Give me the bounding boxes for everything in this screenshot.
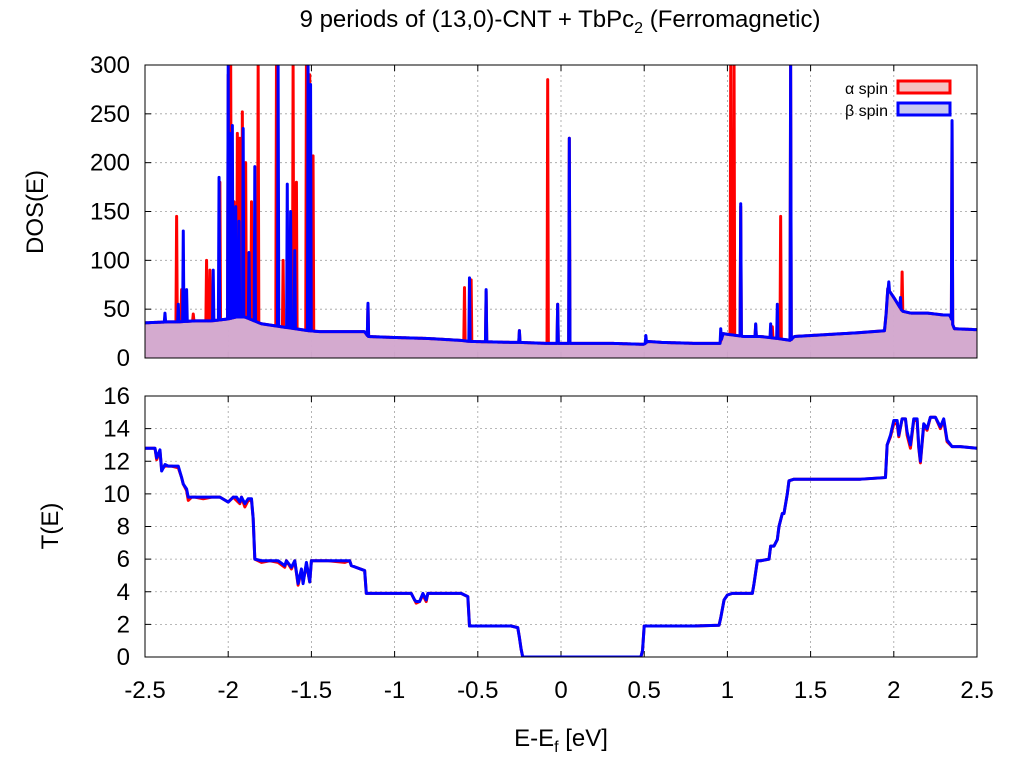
transmission-plot-frame <box>144 395 978 658</box>
transmission-line-beta <box>145 415 977 657</box>
chart-title-subscript: 2 <box>634 20 643 37</box>
y-tick-label: 50 <box>103 296 130 323</box>
y-tick-label: 8 <box>117 514 130 541</box>
y-tick-label: 6 <box>117 546 130 573</box>
x-axis-label-subscript: f <box>554 739 559 756</box>
y-tick-label: 12 <box>103 448 130 475</box>
x-tick-label: 1 <box>721 677 734 704</box>
y-tick-label: 0 <box>117 644 130 671</box>
dos-y-axis-label: DOS(E) <box>22 170 49 254</box>
y-tick-label: 250 <box>90 101 130 128</box>
legend-swatch-beta <box>896 101 952 117</box>
y-tick-label: 0 <box>117 345 130 372</box>
legend-label-beta: β spin <box>845 103 888 120</box>
x-tick-label: 2.5 <box>960 677 993 704</box>
transmission-y-axis-label: T(E) <box>37 503 64 550</box>
transmission-lines <box>145 415 977 657</box>
transmission-y-ticks: 0 2 4 6 8 10 12 14 16 <box>103 383 130 671</box>
x-tick-label: -2 <box>218 677 239 704</box>
x-axis-label: E-Ef [eV] <box>514 725 608 756</box>
legend-swatch-alpha <box>896 79 952 95</box>
transmission-grid <box>144 395 978 658</box>
chart-title-main: 9 periods of (13,0)-CNT + TbPc <box>300 6 635 33</box>
y-tick-label: 16 <box>103 383 130 410</box>
x-tick-label: -0.5 <box>457 677 498 704</box>
transmission-x-ticks: -2.5 -2 -1.5 -1 -0.5 0 0.5 1 1.5 2 2.5 <box>124 677 993 704</box>
y-tick-label: 10 <box>103 481 130 508</box>
x-tick-label: -1 <box>384 677 405 704</box>
chart-title: 9 periods of (13,0)-CNT + TbPc2 (Ferroma… <box>300 6 821 37</box>
y-tick-label: 2 <box>117 611 130 638</box>
y-tick-label: 300 <box>90 52 130 79</box>
x-axis-label-tail: [eV] <box>559 725 608 752</box>
chart-title-tail: (Ferromagnetic) <box>643 6 820 33</box>
dos-plot-frame <box>144 64 978 359</box>
dos-y-ticks: 0 50 100 150 200 250 300 <box>90 52 130 372</box>
x-tick-label: -2.5 <box>124 677 165 704</box>
legend-label-alpha: α spin <box>845 81 888 98</box>
dos-line-beta <box>145 65 977 346</box>
y-tick-label: 4 <box>117 579 130 606</box>
y-tick-label: 150 <box>90 199 130 226</box>
y-tick-label: 14 <box>103 416 130 443</box>
y-tick-label: 100 <box>90 247 130 274</box>
dos-panel: 0 50 100 150 200 250 300 DOS(E) α spin β spin <box>22 52 978 372</box>
x-tick-label: 2 <box>887 677 900 704</box>
y-tick-label: 200 <box>90 150 130 177</box>
dos-lines <box>145 65 977 346</box>
x-tick-label: -1.5 <box>291 677 332 704</box>
transmission-panel: 0 2 4 6 8 10 12 14 16 -2.5 -2 -1.5 -1 -0.5 0 0.5 1 1.5 2 2… <box>37 383 994 756</box>
x-tick-label: 1.5 <box>794 677 827 704</box>
x-tick-label: 0.5 <box>628 677 661 704</box>
x-axis-label-main: E-E <box>514 725 554 752</box>
x-tick-label: 0 <box>554 677 567 704</box>
dos-legend: α spin β spin <box>845 79 952 120</box>
